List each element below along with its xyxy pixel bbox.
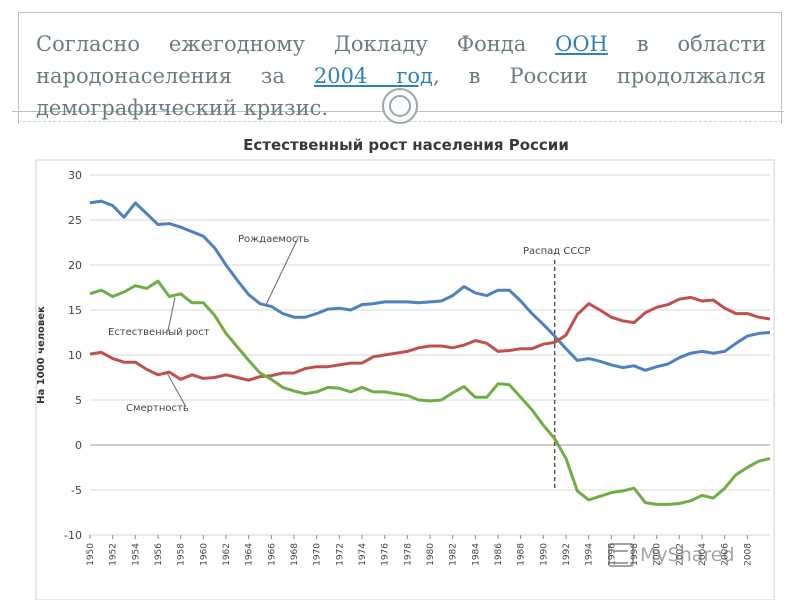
x-tick-label: 1990 bbox=[539, 543, 549, 566]
x-tick-label: 1968 bbox=[290, 543, 300, 566]
watermark-text: MyShared bbox=[640, 544, 735, 566]
annotation-leader bbox=[166, 372, 187, 408]
x-tick-label: 1988 bbox=[517, 543, 527, 566]
x-tick-label: 1984 bbox=[471, 543, 481, 566]
x-tick-label: 2006 bbox=[721, 543, 731, 566]
chart-outer-border bbox=[35, 159, 775, 600]
series-line-natural bbox=[89, 279, 771, 506]
y-tick-label: 30 bbox=[68, 169, 82, 182]
x-tick-label: 1970 bbox=[313, 543, 323, 566]
slide-text-part3: , в России продолжался демографический к… bbox=[36, 64, 767, 120]
frame-right-line bbox=[781, 12, 782, 124]
annotation-label: Смертность bbox=[126, 403, 189, 414]
annotation-leader bbox=[265, 237, 299, 306]
chart-title: Естественный рост населения России bbox=[243, 136, 569, 154]
x-tick-label: 1954 bbox=[131, 543, 141, 566]
series-line-death bbox=[89, 295, 771, 382]
y-tick-label: 10 bbox=[68, 349, 82, 362]
annotation-label: Естественный рост bbox=[108, 327, 210, 338]
x-tick-label: 1994 bbox=[585, 543, 595, 566]
x-tick-label: 1976 bbox=[381, 543, 391, 566]
link-year[interactable]: 2004 год bbox=[313, 64, 433, 88]
x-tick-label: 1960 bbox=[199, 543, 209, 566]
y-tick-label: 20 bbox=[68, 259, 82, 272]
x-tick-label: 2004 bbox=[698, 543, 708, 566]
x-tick-label: 1962 bbox=[222, 543, 232, 566]
y-axis-label: На 1000 человек bbox=[36, 306, 47, 404]
x-tick-label: 1992 bbox=[562, 543, 572, 566]
x-tick-label: 1996 bbox=[607, 543, 617, 566]
myshared-logo-icon bbox=[608, 543, 634, 567]
watermark: MyShared bbox=[608, 540, 768, 570]
x-tick-label: 2008 bbox=[743, 543, 753, 566]
x-tick-label: 1980 bbox=[426, 543, 436, 566]
y-tick-label: 25 bbox=[68, 214, 82, 227]
x-tick-label: 1950 bbox=[86, 543, 96, 566]
y-tick-label: -5 bbox=[71, 484, 82, 497]
x-tick-label: 1958 bbox=[177, 543, 187, 566]
slide-text-part2: в области народонаселения за bbox=[36, 32, 766, 88]
y-tick-label: 15 bbox=[68, 304, 82, 317]
x-tick-label: 1982 bbox=[449, 543, 459, 566]
x-tick-label: 1972 bbox=[335, 543, 345, 566]
x-tick-label: 1964 bbox=[245, 543, 255, 566]
link-oon[interactable]: ООН bbox=[555, 32, 608, 56]
x-tick-label: 2000 bbox=[653, 543, 663, 566]
x-tick-label: 2002 bbox=[675, 543, 685, 566]
ussr-collapse-label: Распад СССР bbox=[523, 246, 590, 257]
chart-panel: Естественный рост населения России -10 -5… bbox=[28, 130, 784, 600]
annotation-leader bbox=[167, 297, 176, 332]
frame-left-line bbox=[18, 12, 19, 124]
x-tick-label: 1974 bbox=[358, 543, 368, 566]
annotation-label: Рождаемость bbox=[238, 234, 309, 245]
frame-top-line bbox=[18, 12, 782, 13]
chart-svg: -10 -5 0 5 10 15 20 25 30 На 1000 человек 1950 1952… bbox=[35, 159, 775, 600]
x-tick-label: 1986 bbox=[494, 543, 504, 566]
slide-text: Согласно ежегодному Докладу Фонда ООН в … bbox=[36, 28, 766, 124]
x-tick-label: 1956 bbox=[154, 543, 164, 566]
y-tick-label: 5 bbox=[75, 394, 82, 407]
x-tick-label: 1966 bbox=[267, 543, 277, 566]
x-tick-label: 1998 bbox=[630, 543, 640, 566]
y-tick-label: 0 bbox=[75, 439, 82, 452]
decorative-ring-icon bbox=[382, 88, 418, 124]
x-tick-label: 1952 bbox=[109, 543, 119, 566]
y-tick-label: -10 bbox=[64, 529, 82, 542]
slide-text-part1: Согласно ежегодному Докладу Фонда bbox=[36, 32, 556, 56]
series-line-birth bbox=[89, 199, 771, 372]
x-tick-label: 1978 bbox=[403, 543, 413, 566]
